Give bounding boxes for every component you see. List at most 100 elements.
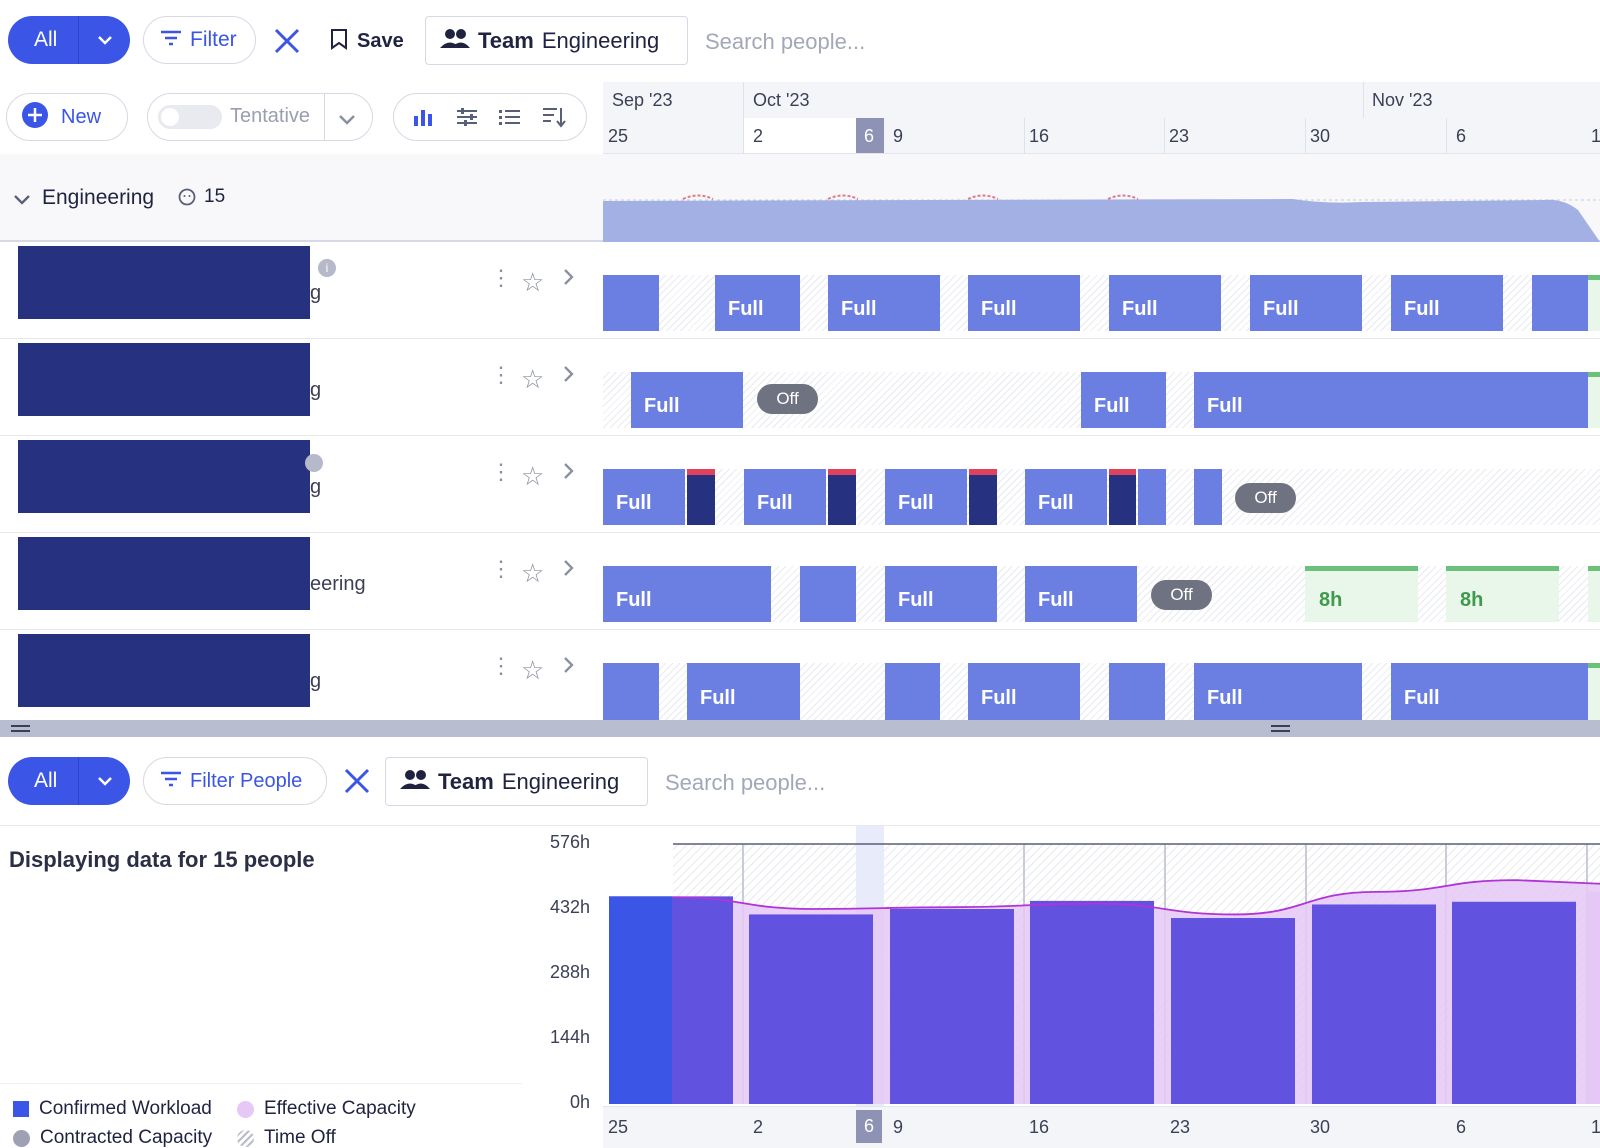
workload-bar: [1030, 900, 1154, 1104]
tentative-toggle-group: Tentative: [147, 93, 373, 141]
time-off-badge[interactable]: Off: [757, 384, 818, 414]
chevron-right-icon[interactable]: [563, 656, 575, 679]
allocation-bar[interactable]: Full: [968, 275, 1080, 331]
chevron-right-icon[interactable]: [563, 268, 575, 291]
chevron-down-icon[interactable]: [338, 112, 356, 130]
day-label: 23: [1169, 126, 1190, 146]
allocation-bar[interactable]: [1109, 663, 1165, 720]
y-tick-label: 576h: [549, 832, 590, 852]
legend-effective-capacity[interactable]: Effective Capacity: [237, 1098, 416, 1120]
allocation-bar[interactable]: Full: [1391, 275, 1503, 331]
availability-block[interactable]: 8h: [1446, 566, 1559, 622]
more-options-icon[interactable]: ⋮: [490, 265, 512, 290]
view-all-label: All: [34, 28, 58, 51]
team-prefix: Team: [478, 27, 534, 53]
search-input[interactable]: Search people...: [665, 770, 826, 795]
time-off-badge[interactable]: Off: [1151, 580, 1212, 610]
sliders-icon[interactable]: [456, 108, 478, 131]
view-all-dropdown[interactable]: All: [8, 757, 130, 805]
allocation-bar[interactable]: Full: [828, 275, 940, 331]
allocation-bar[interactable]: Full: [1025, 469, 1107, 525]
team-name: Engineering: [501, 768, 620, 794]
info-icon[interactable]: i: [318, 259, 336, 277]
x-tick-label: 30: [1310, 1117, 1331, 1137]
person-name-redacted: [18, 634, 310, 707]
allocation-bar[interactable]: [1138, 469, 1166, 525]
more-options-icon[interactable]: ⋮: [490, 556, 512, 581]
new-button[interactable]: New: [6, 93, 128, 141]
person-row: g ⋮ ☆ Full Full Full Full Off: [0, 436, 1600, 533]
person-row: g i ⋮ ☆ Full Full Full Full Full Full: [0, 242, 1600, 339]
tentative-label: Tentative: [230, 105, 311, 127]
allocation-bar[interactable]: Full: [1391, 663, 1588, 720]
allocation-bar[interactable]: [800, 566, 856, 622]
allocation-bar[interactable]: Full: [603, 566, 771, 622]
search-input[interactable]: Search people...: [705, 29, 866, 54]
allocation-bar[interactable]: [603, 275, 659, 331]
more-options-icon[interactable]: ⋮: [490, 653, 512, 678]
star-icon[interactable]: ☆: [521, 364, 545, 394]
clear-filter-icon[interactable]: [274, 28, 300, 59]
allocation-bar[interactable]: [1194, 469, 1222, 525]
allocation-bar[interactable]: Full: [885, 566, 997, 622]
star-icon[interactable]: ☆: [521, 655, 545, 685]
allocation-bar[interactable]: Full: [603, 469, 685, 525]
chevron-down-icon: [79, 35, 130, 45]
allocation-bar[interactable]: Full: [1194, 372, 1588, 428]
workload-bar: [749, 914, 873, 1104]
allocation-bar[interactable]: Full: [687, 663, 800, 720]
info-icon[interactable]: [305, 454, 323, 472]
chevron-right-icon[interactable]: [563, 462, 575, 485]
filter-button[interactable]: Filter: [143, 16, 256, 64]
allocation-bar[interactable]: Full: [968, 663, 1080, 720]
allocation-bar[interactable]: [885, 663, 940, 720]
team-filter-chip[interactable]: Team Engineering: [385, 757, 648, 806]
month-label: Sep '23: [612, 90, 673, 110]
allocation-bar[interactable]: Full: [1025, 566, 1137, 622]
bar-chart-icon[interactable]: [413, 108, 433, 131]
legend-confirmed-workload[interactable]: Confirmed Workload: [13, 1098, 212, 1120]
list-icon[interactable]: [499, 108, 521, 131]
effective-capacity-line: [672, 879, 1600, 916]
allocation-bar[interactable]: Full: [715, 275, 800, 331]
sort-icon[interactable]: [542, 106, 566, 133]
star-icon[interactable]: ☆: [521, 461, 545, 491]
view-all-dropdown[interactable]: All: [8, 16, 130, 64]
allocation-bar[interactable]: Full: [885, 469, 967, 525]
more-options-icon[interactable]: ⋮: [490, 362, 512, 387]
chevron-down-icon[interactable]: [13, 192, 31, 210]
allocation-bar[interactable]: [603, 663, 659, 720]
allocation-bar[interactable]: Full: [1109, 275, 1221, 331]
filter-people-button[interactable]: Filter People: [143, 757, 327, 805]
clear-filter-icon[interactable]: [344, 768, 370, 799]
group-name[interactable]: Engineering: [42, 186, 155, 209]
allocation-bar[interactable]: Full: [1250, 275, 1362, 331]
day-label: 1: [1591, 126, 1600, 146]
team-filter-chip[interactable]: Team Engineering: [425, 16, 688, 65]
allocation-bar[interactable]: Full: [744, 469, 826, 525]
chevron-right-icon[interactable]: [563, 365, 575, 388]
x-tick-label: 16: [1029, 1117, 1050, 1137]
group-count: 15: [204, 186, 226, 207]
more-options-icon[interactable]: ⋮: [490, 459, 512, 484]
legend-contracted-capacity[interactable]: Contracted Capacity: [13, 1127, 212, 1148]
star-icon[interactable]: ☆: [521, 558, 545, 588]
time-off-badge[interactable]: Off: [1235, 483, 1296, 513]
allocation-bar[interactable]: [1532, 275, 1588, 331]
star-icon[interactable]: ☆: [521, 267, 545, 297]
person-count-icon: [178, 188, 196, 211]
panel-resize-handle[interactable]: [0, 720, 1600, 737]
view-options-group: [393, 93, 587, 141]
allocation-bar[interactable]: Full: [1194, 663, 1362, 720]
tentative-toggle[interactable]: [158, 105, 222, 129]
person-name-redacted: [18, 440, 310, 513]
allocation-bar[interactable]: Full: [631, 372, 743, 428]
chevron-right-icon[interactable]: [563, 559, 575, 582]
availability-block[interactable]: 8h: [1305, 566, 1418, 622]
plus-circle-icon: [21, 101, 49, 134]
save-button[interactable]: Save: [330, 28, 404, 55]
legend-time-off[interactable]: Time Off: [237, 1127, 336, 1148]
person-name-fragment: g: [310, 282, 322, 304]
x-tick-label: 25: [608, 1117, 629, 1137]
allocation-bar[interactable]: Full: [1081, 372, 1166, 428]
